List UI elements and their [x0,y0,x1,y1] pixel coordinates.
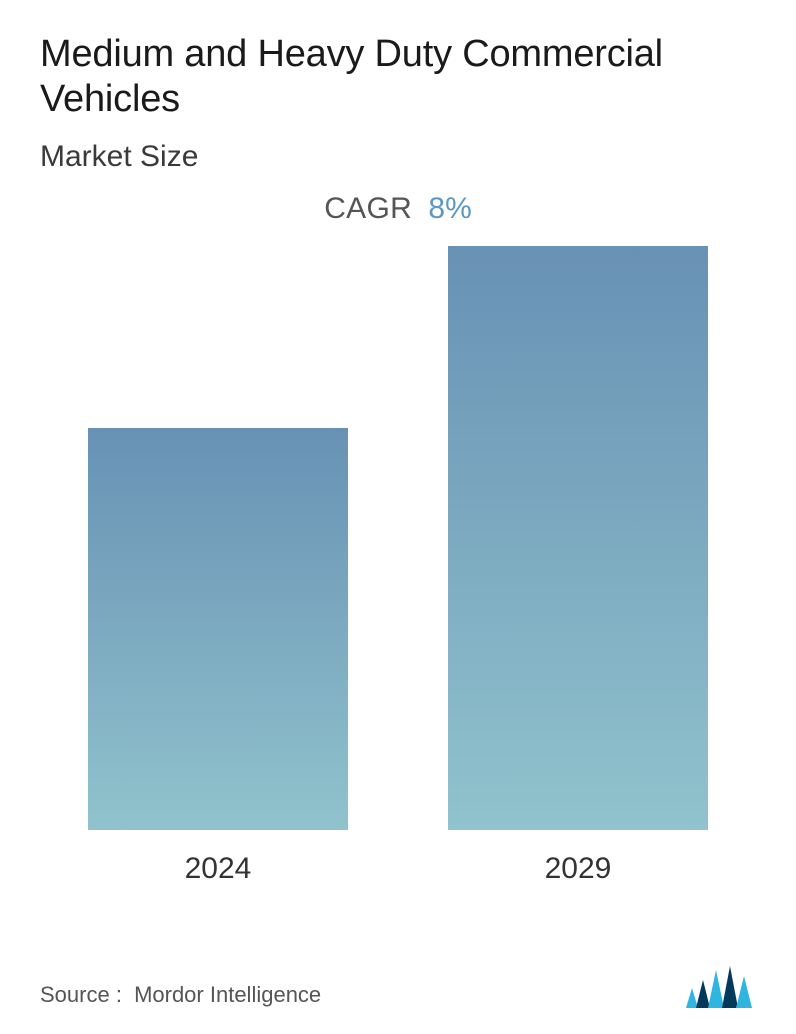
cagr-label: CAGR [324,192,412,225]
chart-container: Medium and Heavy Duty Commercial Vehicle… [0,0,796,1034]
chart-footer: Source : Mordor Intelligence [40,966,756,1008]
cagr-value: 8% [428,192,471,225]
bar-column: 2029 [448,246,708,886]
bar-group: 2024 2029 [40,246,756,886]
bar-chart: 2024 2029 [40,246,756,886]
chart-bar [448,246,708,830]
bar-category-label: 2024 [185,852,252,886]
chart-subtitle: Market Size [40,140,756,174]
source-value: Mordor Intelligence [134,982,321,1007]
source-line: Source : Mordor Intelligence [40,982,321,1008]
bar-category-label: 2029 [545,852,612,886]
cagr-row: CAGR 8% [40,192,756,226]
source-label: Source : [40,982,122,1007]
chart-title: Medium and Heavy Duty Commercial Vehicle… [40,32,756,122]
chart-bar [88,428,348,829]
bar-column: 2024 [88,246,348,886]
brand-logo-icon [686,966,756,1008]
